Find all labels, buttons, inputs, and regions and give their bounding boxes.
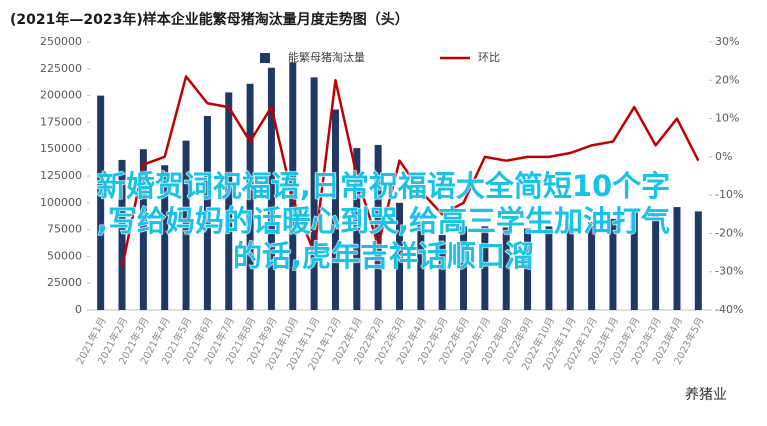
y-tick-label: 0 bbox=[75, 303, 82, 316]
bar bbox=[396, 202, 403, 310]
bar bbox=[694, 211, 702, 310]
bar bbox=[289, 62, 297, 311]
bar bbox=[331, 109, 339, 310]
bar bbox=[246, 83, 254, 310]
bar bbox=[374, 144, 382, 310]
bar bbox=[139, 149, 147, 310]
bar bbox=[652, 215, 660, 310]
overlay-text: 新婚贺词祝福语,日常祝福语大全简短10个字 bbox=[96, 169, 671, 204]
bar bbox=[460, 226, 468, 310]
bar bbox=[630, 208, 638, 310]
y-tick-label: 200000 bbox=[40, 89, 82, 102]
overlay-text: ,写给妈妈的话暖心到哭,给高三学生加油打气 bbox=[96, 204, 671, 239]
chart-title: (2021年—2023年)样本企业能繁母猪淘汰量月度走势图（头） bbox=[10, 11, 409, 28]
watermark: 养猪业 bbox=[685, 387, 727, 403]
bar bbox=[267, 67, 275, 310]
y-tick-label: 250000 bbox=[40, 35, 82, 48]
y2-tick-label: -30% bbox=[715, 265, 743, 278]
bar bbox=[225, 92, 233, 310]
y-tick-label: 50000 bbox=[47, 249, 82, 262]
y2-tick-label: 20% bbox=[715, 73, 739, 86]
line bbox=[120, 75, 700, 269]
legend-label: 环比 bbox=[478, 51, 500, 64]
bar bbox=[203, 115, 211, 310]
bar bbox=[353, 148, 361, 310]
bar bbox=[161, 165, 169, 310]
bar bbox=[182, 140, 190, 310]
y-tick-label: 225000 bbox=[40, 62, 82, 75]
y-tick-label: 150000 bbox=[40, 142, 82, 155]
bar bbox=[588, 222, 596, 310]
bar bbox=[481, 226, 489, 310]
bar bbox=[417, 222, 425, 310]
bar bbox=[97, 95, 105, 310]
y-tick-label: 125000 bbox=[40, 169, 82, 182]
bar bbox=[502, 227, 510, 310]
legend-label: 能繁母猪淘汰量 bbox=[288, 50, 365, 64]
bar bbox=[609, 218, 617, 310]
legend-swatch bbox=[260, 53, 270, 63]
y2-tick-label: 30% bbox=[715, 35, 739, 48]
y2-tick-label: -40% bbox=[715, 303, 743, 316]
bar bbox=[545, 226, 553, 310]
bar bbox=[673, 207, 681, 310]
y-tick-label: 25000 bbox=[47, 276, 82, 289]
y-tick-label: 75000 bbox=[47, 223, 82, 236]
bar bbox=[524, 228, 532, 310]
bar bbox=[566, 224, 574, 310]
y2-tick-label: 10% bbox=[715, 112, 739, 125]
y-tick-label: 175000 bbox=[40, 115, 82, 128]
y2-tick-label: 0% bbox=[715, 150, 732, 163]
y2-tick-label: -10% bbox=[715, 188, 743, 201]
bar bbox=[438, 234, 446, 310]
y2-tick-label: -20% bbox=[715, 226, 743, 239]
y-tick-label: 100000 bbox=[40, 196, 82, 209]
bar bbox=[310, 77, 318, 310]
bar bbox=[118, 159, 126, 310]
overlay-text: 的话,虎年吉祥话顺口溜 bbox=[232, 239, 535, 274]
